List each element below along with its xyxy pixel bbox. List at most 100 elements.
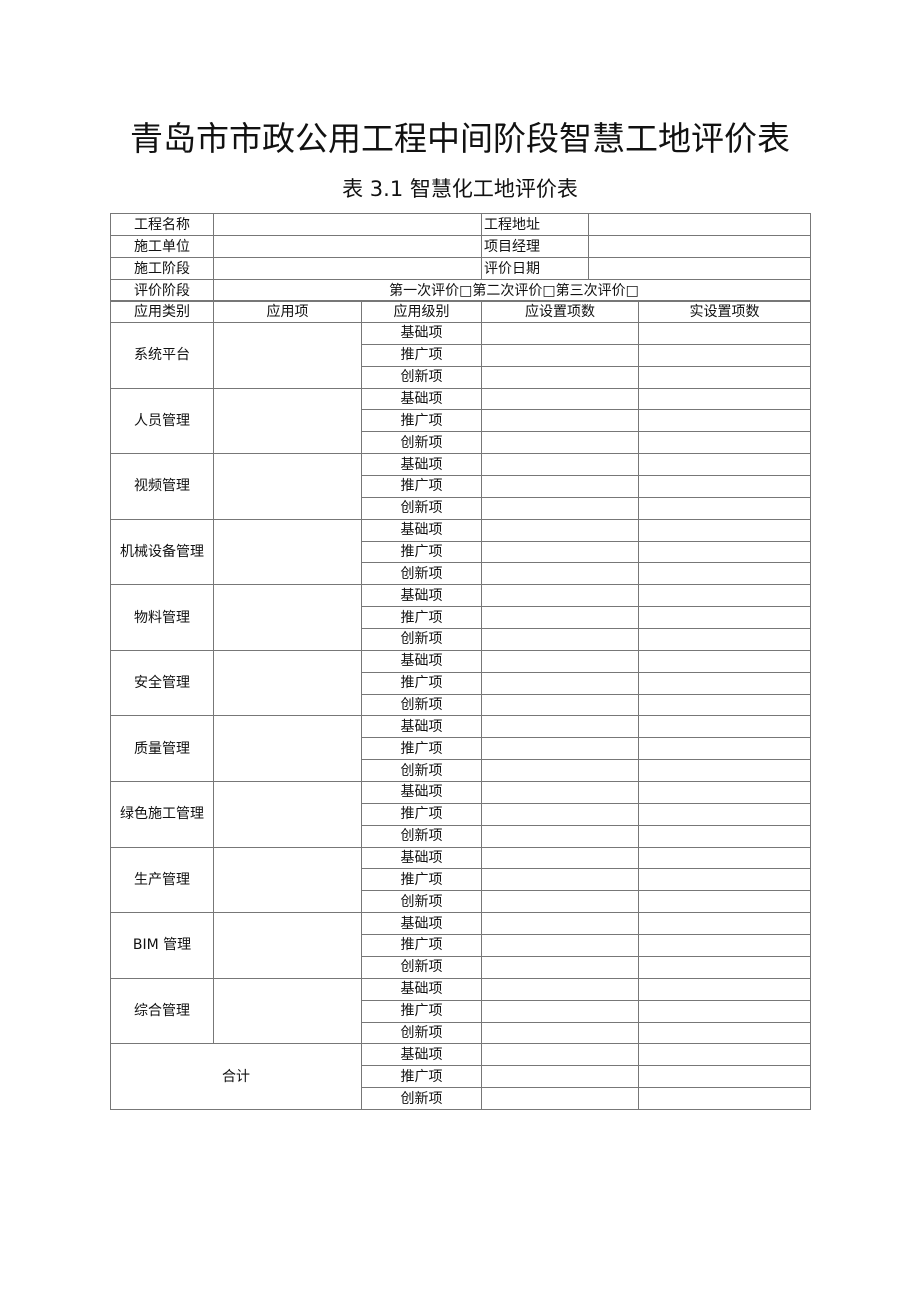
required-count-field[interactable] — [481, 759, 639, 783]
required-count-field[interactable] — [481, 562, 639, 586]
stage-field[interactable] — [213, 257, 482, 280]
application-item-field[interactable] — [213, 387, 362, 455]
actual-count-field[interactable] — [638, 934, 811, 957]
required-count-field[interactable] — [481, 365, 639, 389]
actual-count-field[interactable] — [638, 737, 811, 761]
table-row: 创新项 — [111, 431, 811, 455]
required-count-field[interactable] — [481, 322, 639, 345]
required-count-field[interactable] — [481, 890, 639, 914]
table-row: 施工阶段 评价日期 — [110, 257, 811, 280]
actual-count-field[interactable] — [638, 999, 811, 1023]
application-item-field[interactable] — [213, 649, 362, 717]
required-count-field[interactable] — [481, 693, 639, 717]
actual-count-field[interactable] — [638, 1065, 811, 1089]
actual-count-field[interactable] — [638, 649, 811, 673]
required-count-field[interactable] — [481, 824, 639, 848]
required-count-field[interactable] — [481, 453, 639, 477]
required-count-field[interactable] — [481, 387, 639, 411]
actual-count-field[interactable] — [638, 343, 811, 367]
actual-count-field[interactable] — [638, 912, 811, 936]
actual-count-field[interactable] — [638, 584, 811, 608]
application-item-field[interactable] — [213, 846, 362, 914]
actual-count-field[interactable] — [638, 496, 811, 520]
level-label: 创新项 — [361, 562, 482, 586]
actual-count-field[interactable] — [638, 824, 811, 848]
actual-count-field[interactable] — [638, 715, 811, 739]
table-row: 人员管理 基础项 — [110, 387, 811, 455]
required-count-field[interactable] — [481, 781, 639, 804]
actual-count-field[interactable] — [638, 562, 811, 586]
required-count-field[interactable] — [481, 409, 639, 433]
actual-count-field[interactable] — [638, 955, 811, 979]
application-item-field[interactable] — [213, 322, 362, 389]
actual-count-field[interactable] — [638, 890, 811, 914]
application-item-field[interactable] — [213, 912, 362, 979]
required-count-field[interactable] — [481, 934, 639, 957]
required-count-field[interactable] — [481, 1087, 639, 1110]
actual-count-field[interactable] — [638, 868, 811, 892]
actual-count-field[interactable] — [638, 693, 811, 717]
required-count-field[interactable] — [481, 1021, 639, 1045]
actual-count-field[interactable] — [638, 628, 811, 651]
eval-phase-options[interactable]: 第一次评价□第二次评价□第三次评价□ — [213, 279, 811, 302]
required-count-field[interactable] — [481, 1065, 639, 1089]
actual-count-field[interactable] — [638, 1043, 811, 1067]
project-name-field[interactable] — [213, 213, 482, 236]
actual-count-field[interactable] — [638, 802, 811, 826]
actual-count-field[interactable] — [638, 409, 811, 433]
actual-count-field[interactable] — [638, 431, 811, 455]
actual-count-field[interactable] — [638, 540, 811, 564]
required-count-field[interactable] — [481, 649, 639, 673]
required-count-field[interactable] — [481, 518, 639, 542]
application-item-field[interactable] — [213, 715, 362, 783]
required-count-field[interactable] — [481, 496, 639, 520]
required-count-field[interactable] — [481, 343, 639, 367]
required-count-field[interactable] — [481, 999, 639, 1023]
eval-date-field[interactable] — [588, 257, 811, 280]
required-count-field[interactable] — [481, 868, 639, 892]
manager-field[interactable] — [588, 235, 811, 258]
actual-count-field[interactable] — [638, 606, 811, 630]
required-count-field[interactable] — [481, 846, 639, 870]
application-item-field[interactable] — [213, 518, 362, 586]
required-count-field[interactable] — [481, 802, 639, 826]
required-count-field[interactable] — [481, 737, 639, 761]
actual-count-field[interactable] — [638, 781, 811, 804]
application-item-field[interactable] — [213, 977, 362, 1045]
table-row: 视频管理 基础项 — [110, 453, 811, 520]
actual-count-field[interactable] — [638, 759, 811, 783]
required-count-field[interactable] — [481, 606, 639, 630]
required-count-field[interactable] — [481, 475, 639, 498]
application-item-field[interactable] — [213, 584, 362, 651]
actual-count-field[interactable] — [638, 977, 811, 1001]
application-item-field[interactable] — [213, 453, 362, 520]
required-count-field[interactable] — [481, 715, 639, 739]
table-caption: 表 3.1 智慧化工地评价表 — [342, 177, 578, 201]
table-row: 系统平台 基础项 — [110, 322, 811, 389]
project-address-field[interactable] — [588, 213, 811, 236]
actual-count-field[interactable] — [638, 1021, 811, 1045]
actual-count-field[interactable] — [638, 322, 811, 345]
actual-count-field[interactable] — [638, 453, 811, 477]
actual-count-field[interactable] — [638, 475, 811, 498]
table-row: 推广项 — [111, 868, 811, 892]
contractor-field[interactable] — [213, 235, 482, 258]
required-count-field[interactable] — [481, 1043, 639, 1067]
required-count-field[interactable] — [481, 431, 639, 455]
required-count-field[interactable] — [481, 977, 639, 1001]
required-count-field[interactable] — [481, 540, 639, 564]
required-count-field[interactable] — [481, 584, 639, 608]
level-label: 基础项 — [361, 584, 482, 608]
actual-count-field[interactable] — [638, 846, 811, 870]
required-count-field[interactable] — [481, 955, 639, 979]
actual-count-field[interactable] — [638, 387, 811, 411]
required-count-field[interactable] — [481, 671, 639, 695]
actual-count-field[interactable] — [638, 671, 811, 695]
actual-count-field[interactable] — [638, 518, 811, 542]
actual-count-field[interactable] — [638, 1087, 811, 1110]
required-count-field[interactable] — [481, 628, 639, 651]
table-row: 综合管理 基础项 — [110, 977, 811, 1045]
actual-count-field[interactable] — [638, 365, 811, 389]
application-item-field[interactable] — [213, 781, 362, 848]
required-count-field[interactable] — [481, 912, 639, 936]
